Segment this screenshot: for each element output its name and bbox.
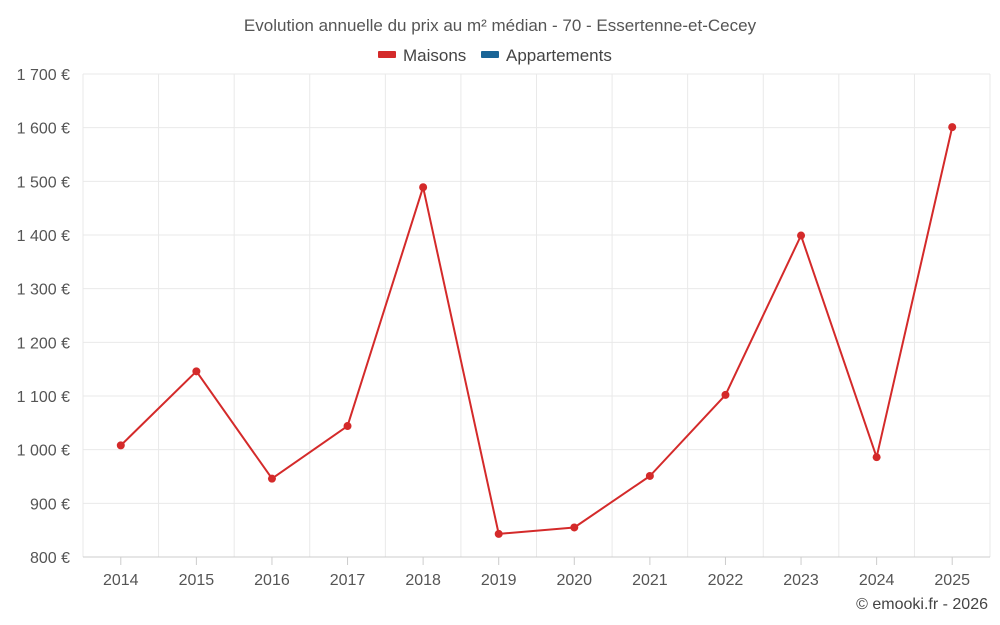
data-point-maisons[interactable] bbox=[797, 231, 806, 240]
x-tick-label: 2015 bbox=[179, 572, 215, 589]
y-tick-label: 900 € bbox=[30, 496, 70, 513]
legend: Maisons Appartements bbox=[378, 46, 612, 65]
axes bbox=[83, 556, 990, 565]
data-point-maisons[interactable] bbox=[721, 390, 730, 399]
y-tick-label: 1 100 € bbox=[17, 389, 70, 406]
series-maisons bbox=[116, 123, 957, 538]
data-point-maisons[interactable] bbox=[116, 441, 125, 450]
legend-item-maisons[interactable]: Maisons bbox=[378, 46, 466, 65]
grid bbox=[82, 73, 991, 557]
data-point-maisons[interactable] bbox=[645, 471, 654, 480]
x-tick-labels: 2014 2015 2016 2017 2018 2019 2020 2021 2022 2023… bbox=[103, 572, 970, 589]
x-tick-label: 2020 bbox=[556, 572, 592, 589]
y-tick-label: 1 500 € bbox=[17, 174, 70, 191]
x-tick-label: 2016 bbox=[254, 572, 290, 589]
x-tick-label: 2017 bbox=[330, 572, 366, 589]
data-point-maisons[interactable] bbox=[948, 123, 957, 132]
data-point-maisons[interactable] bbox=[192, 367, 201, 376]
legend-label-maisons: Maisons bbox=[403, 46, 466, 65]
x-tick-label: 2019 bbox=[481, 572, 517, 589]
y-tick-label: 1 200 € bbox=[17, 335, 70, 352]
data-point-maisons[interactable] bbox=[494, 529, 503, 538]
y-tick-label: 1 400 € bbox=[17, 228, 70, 245]
x-tick-label: 2023 bbox=[783, 572, 819, 589]
x-tick-label: 2018 bbox=[405, 572, 441, 589]
legend-label-appartements: Appartements bbox=[506, 46, 612, 65]
y-tick-label: 800 € bbox=[30, 550, 70, 567]
legend-item-appartements[interactable]: Appartements bbox=[481, 46, 612, 65]
chart-title: Evolution annuelle du prix au m² médian … bbox=[244, 16, 757, 35]
y-tick-labels: 800 € 900 € 1 000 € 1 100 € 1 200 € 1 300 € 1 … bbox=[17, 67, 70, 567]
y-tick-label: 1 600 € bbox=[17, 121, 70, 138]
x-tick-label: 2014 bbox=[103, 572, 139, 589]
data-point-maisons[interactable] bbox=[419, 183, 428, 192]
x-tick-label: 2024 bbox=[859, 572, 895, 589]
x-tick-label: 2021 bbox=[632, 572, 668, 589]
x-tick-label: 2025 bbox=[934, 572, 970, 589]
legend-swatch-maisons bbox=[378, 51, 396, 58]
y-tick-label: 1 000 € bbox=[17, 443, 70, 460]
data-point-maisons[interactable] bbox=[570, 523, 579, 532]
data-point-maisons[interactable] bbox=[267, 474, 276, 483]
y-tick-label: 1 300 € bbox=[17, 282, 70, 299]
y-tick-label: 1 700 € bbox=[17, 67, 70, 84]
legend-swatch-appartements bbox=[481, 51, 499, 58]
data-point-maisons[interactable] bbox=[343, 422, 352, 431]
series-line-maisons bbox=[120, 126, 954, 535]
data-point-maisons[interactable] bbox=[872, 453, 881, 462]
x-tick-label: 2022 bbox=[708, 572, 744, 589]
credit-text: © emooki.fr - 2026 bbox=[856, 596, 988, 613]
